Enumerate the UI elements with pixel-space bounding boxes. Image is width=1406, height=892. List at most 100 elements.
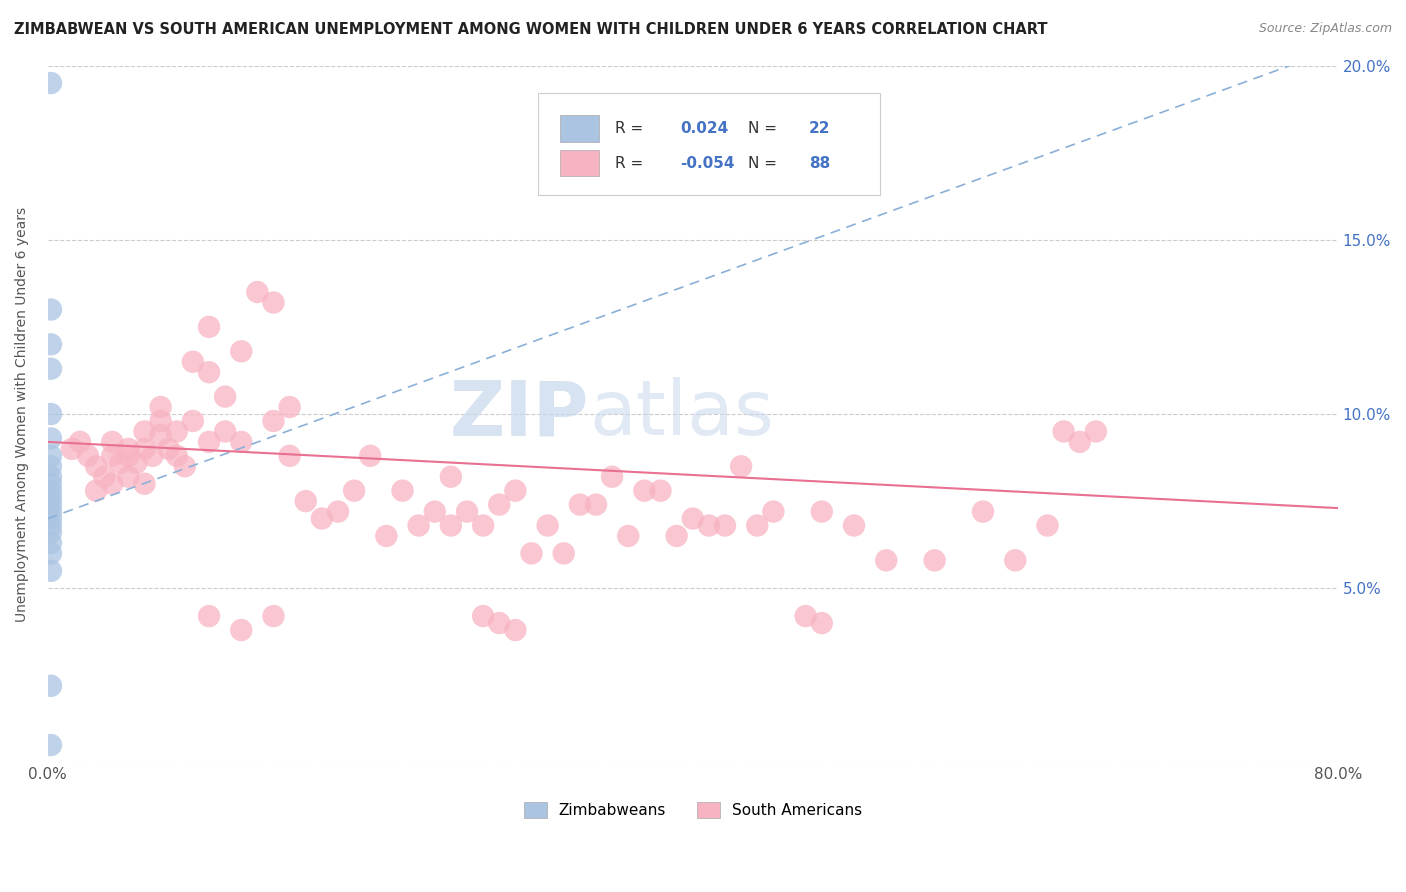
Point (39, 738, 62, 752)
Point (794, 609, 817, 624)
Point (149, 414, 172, 428)
Point (568, 498, 591, 512)
Point (875, 553, 897, 567)
Text: Source: ZipAtlas.com: Source: ZipAtlas.com (1258, 22, 1392, 36)
Point (39, 302, 62, 317)
Point (39, 536, 62, 550)
Point (166, 449, 188, 463)
Point (101, 434, 124, 449)
Point (39, 679, 62, 693)
Point (231, 623, 253, 637)
Point (697, 518, 720, 533)
Point (125, 456, 148, 470)
Point (1036, 518, 1059, 533)
Point (810, 616, 832, 631)
Point (198, 365, 221, 379)
Point (472, 518, 495, 533)
Point (39, 518, 62, 533)
Point (173, 459, 195, 474)
Point (39, 407, 62, 421)
Point (149, 428, 172, 442)
Point (93, 469, 115, 483)
Point (440, 469, 463, 483)
Point (134, 425, 156, 439)
Point (730, 459, 752, 474)
Point (505, 483, 527, 498)
Point (278, 400, 301, 414)
Point (101, 476, 124, 491)
Point (553, 546, 575, 560)
Point (39, 564, 62, 578)
Point (617, 529, 640, 543)
Point (39, 525, 62, 540)
Point (762, 505, 785, 519)
Text: 88: 88 (808, 156, 830, 170)
Point (39, 361, 62, 376)
Point (214, 425, 236, 439)
Point (294, 494, 316, 508)
Bar (560, 150, 599, 177)
Point (1084, 425, 1107, 439)
Point (39, 469, 62, 483)
Point (1052, 425, 1074, 439)
Point (505, 623, 527, 637)
Point (600, 469, 623, 483)
Point (263, 295, 285, 310)
Point (39, 505, 62, 519)
Point (408, 518, 430, 533)
Point (39, 431, 62, 445)
Point (326, 505, 349, 519)
Text: N =: N = (748, 156, 778, 170)
Text: atlas: atlas (589, 377, 775, 451)
Point (311, 511, 333, 525)
Point (149, 400, 172, 414)
Point (650, 483, 672, 498)
Point (231, 434, 253, 449)
Point (263, 609, 285, 624)
Y-axis label: Unemployment Among Women with Children Under 6 years: Unemployment Among Women with Children U… (15, 206, 30, 622)
FancyBboxPatch shape (538, 94, 880, 194)
Point (488, 498, 510, 512)
Point (747, 518, 769, 533)
Point (166, 425, 188, 439)
Point (134, 476, 156, 491)
Point (117, 442, 139, 456)
Point (69, 434, 91, 449)
Point (842, 518, 865, 533)
Text: 22: 22 (808, 120, 831, 136)
Point (77, 449, 100, 463)
Point (198, 609, 221, 624)
Point (39, 491, 62, 505)
Point (633, 483, 655, 498)
Point (359, 449, 381, 463)
Point (101, 449, 124, 463)
Point (39, 459, 62, 474)
Point (110, 456, 132, 470)
Point (682, 511, 704, 525)
Point (39, 449, 62, 463)
Point (278, 449, 301, 463)
Point (39, 337, 62, 351)
Point (198, 434, 221, 449)
Point (263, 414, 285, 428)
Point (1004, 553, 1026, 567)
Point (1069, 434, 1091, 449)
Point (39, 476, 62, 491)
Point (157, 442, 180, 456)
Text: 0.024: 0.024 (681, 120, 728, 136)
Point (84, 483, 107, 498)
Point (60, 442, 83, 456)
Text: ZIMBABWEAN VS SOUTH AMERICAN UNEMPLOYMENT AMONG WOMEN WITH CHILDREN UNDER 6 YEAR: ZIMBABWEAN VS SOUTH AMERICAN UNEMPLOYMEN… (14, 22, 1047, 37)
Point (39, 483, 62, 498)
Point (343, 483, 366, 498)
Point (84, 459, 107, 474)
Text: ZIP: ZIP (450, 377, 589, 451)
Bar (560, 115, 599, 142)
Point (214, 390, 236, 404)
Point (972, 505, 994, 519)
Point (375, 529, 398, 543)
Legend: Zimbabweans, South Americans: Zimbabweans, South Americans (517, 797, 868, 824)
Point (472, 609, 495, 624)
Text: R =: R = (616, 156, 644, 170)
Point (39, 76, 62, 90)
